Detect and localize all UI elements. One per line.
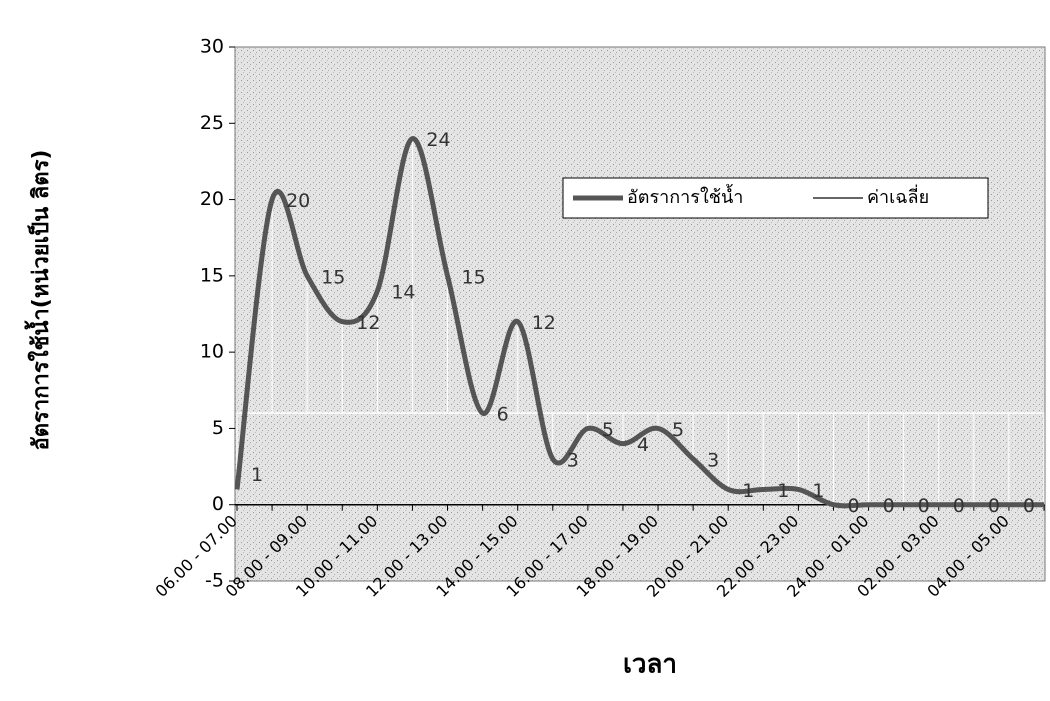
y-axis-label: อัตราการใช้น้ำ(หน่วยเป็น ลิตร) [24,150,54,451]
data-label: 0 [1023,495,1035,517]
data-label: 3 [567,449,579,471]
y-tick-label: 30 [200,36,224,58]
y-tick-label: 0 [212,493,224,515]
data-label: 0 [883,495,895,517]
data-label: 12 [532,312,556,334]
y-tick-label: 25 [200,112,224,134]
data-label: 14 [391,282,415,304]
data-label: 0 [953,495,965,517]
data-label: 0 [918,495,930,517]
data-label: 1 [251,464,263,486]
data-label: 15 [462,266,486,288]
data-label: 1 [742,480,754,502]
data-label: 1 [777,480,789,502]
data-label: 5 [602,419,614,441]
y-tick-label: 10 [200,341,224,363]
plot-area [234,46,1046,582]
data-label: 4 [637,434,649,456]
data-label: 15 [321,266,345,288]
data-label: 5 [672,419,684,441]
usage-line [234,136,1044,509]
data-label: 1 [812,480,824,502]
y-tick-label: 20 [200,188,224,210]
x-axis-label: เวลา [623,650,677,680]
y-tick-label: 5 [212,417,224,439]
legend-box [562,177,989,219]
legend-label: อัตราการใช้น้ำ [627,184,743,208]
data-label: 12 [356,312,380,334]
data-label: 0 [988,495,1000,517]
data-label: 0 [847,495,859,517]
y-tick-label: 15 [200,264,224,286]
data-label: 24 [426,129,450,151]
legend-label: ค่าเฉลี่ย [867,184,929,208]
data-label: 20 [286,190,310,212]
y-tick-label: -5 [205,570,224,592]
data-label: 3 [707,449,719,471]
data-label: 6 [497,404,509,426]
